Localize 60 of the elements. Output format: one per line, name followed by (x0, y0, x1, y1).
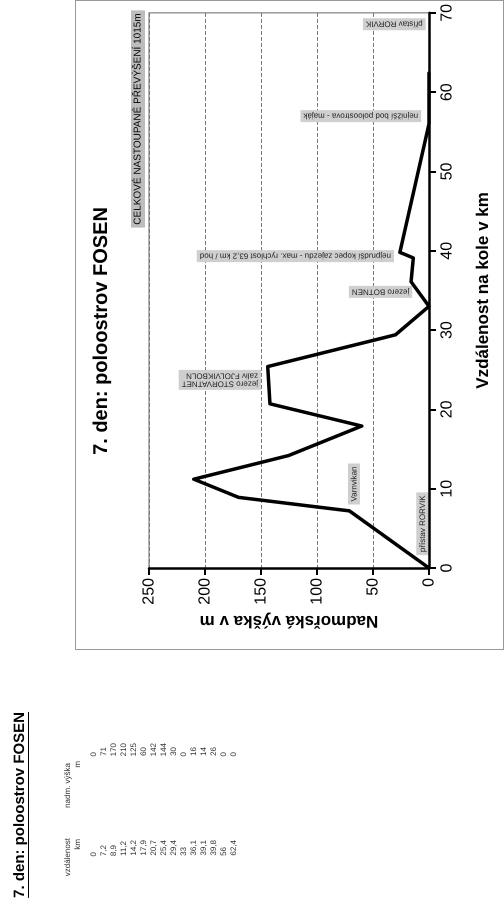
x-tick-label: 250 (140, 578, 158, 605)
category-label: 25,4 (159, 840, 168, 856)
category-label: 56 (219, 847, 228, 856)
text: 170 (109, 742, 118, 756)
text: 7. den: poloostrov FOSEN (11, 712, 28, 898)
category-label: 7,2 (99, 844, 108, 856)
text: 0 (179, 752, 188, 756)
category-label: 8,9 (109, 844, 118, 856)
y-tick-label: 60 (438, 83, 456, 102)
category-label: 0 (229, 752, 238, 756)
text: 0 (89, 752, 98, 756)
y-tick-label: 0 (438, 563, 456, 572)
text: m (73, 761, 82, 768)
x-tick-label: 0 (420, 578, 438, 587)
category-label: 39,1 (199, 840, 208, 856)
y-tick-label: 70 (438, 4, 456, 22)
text: vzdálenost (63, 838, 72, 876)
category-label: 11,2 (119, 841, 128, 856)
text: 210 (119, 742, 128, 756)
category-label: 14,2 (129, 840, 138, 856)
y-tick-label: 40 (438, 242, 456, 260)
x-tick-label: 50 (364, 578, 382, 596)
y-tick-label: 50 (438, 162, 456, 180)
annotation: Varnvikan (349, 466, 358, 502)
category-label: 36,1 (189, 840, 198, 856)
y-axis-title: Vzdálenost na kole v km (473, 192, 492, 389)
text: 16 (189, 747, 198, 756)
category-label: 33 (179, 847, 188, 856)
text: 7. den: poloostrov FOSEN (90, 207, 112, 455)
y-tick-label: 20 (438, 400, 456, 418)
x-tick-label: 150 (252, 578, 270, 605)
text: 0 (219, 752, 228, 756)
text: 142 (149, 742, 158, 756)
text: 0 (89, 852, 98, 856)
text: 26 (209, 747, 218, 756)
text: 60 (139, 747, 148, 756)
category-label: 20,7 (149, 840, 158, 856)
y-tick-label: 30 (438, 321, 456, 339)
y-tick-label: 10 (438, 480, 456, 498)
text: 144 (159, 742, 168, 756)
annotation: jezero STORVATNET zaliv FJOLVIKBOLN (182, 371, 259, 388)
text: 30 (169, 747, 178, 756)
annotation: nejnižší bod poloostrova - maják (302, 112, 418, 121)
x-tick-label: 100 (308, 578, 326, 605)
x-tick-label: 200 (196, 578, 214, 605)
annotation: nejprudší kopec zajezdu - max. rychlost 63,2 km / hod (200, 252, 391, 261)
text: 125 (129, 742, 138, 756)
text: CELKOVÉ NASTOUPANÉ PŘEVÝŠENÍ 1015m (132, 13, 144, 225)
text: km (73, 839, 82, 850)
category-label: 39,8 (209, 840, 218, 856)
category-label: 62,4 (229, 840, 238, 856)
category-label: 29,4 (169, 840, 178, 856)
text: nadm. výška (63, 763, 72, 808)
annotation: přístav RORVIK (418, 494, 427, 552)
category-label: 17,9 (139, 840, 148, 856)
text: 71 (99, 747, 108, 756)
annotation: jezero BOTNEN (352, 287, 410, 296)
x-axis-title: Nadmořská výška v m (200, 612, 378, 631)
annotation: přístav RORVIK (365, 20, 423, 29)
text: 14 (199, 747, 208, 756)
